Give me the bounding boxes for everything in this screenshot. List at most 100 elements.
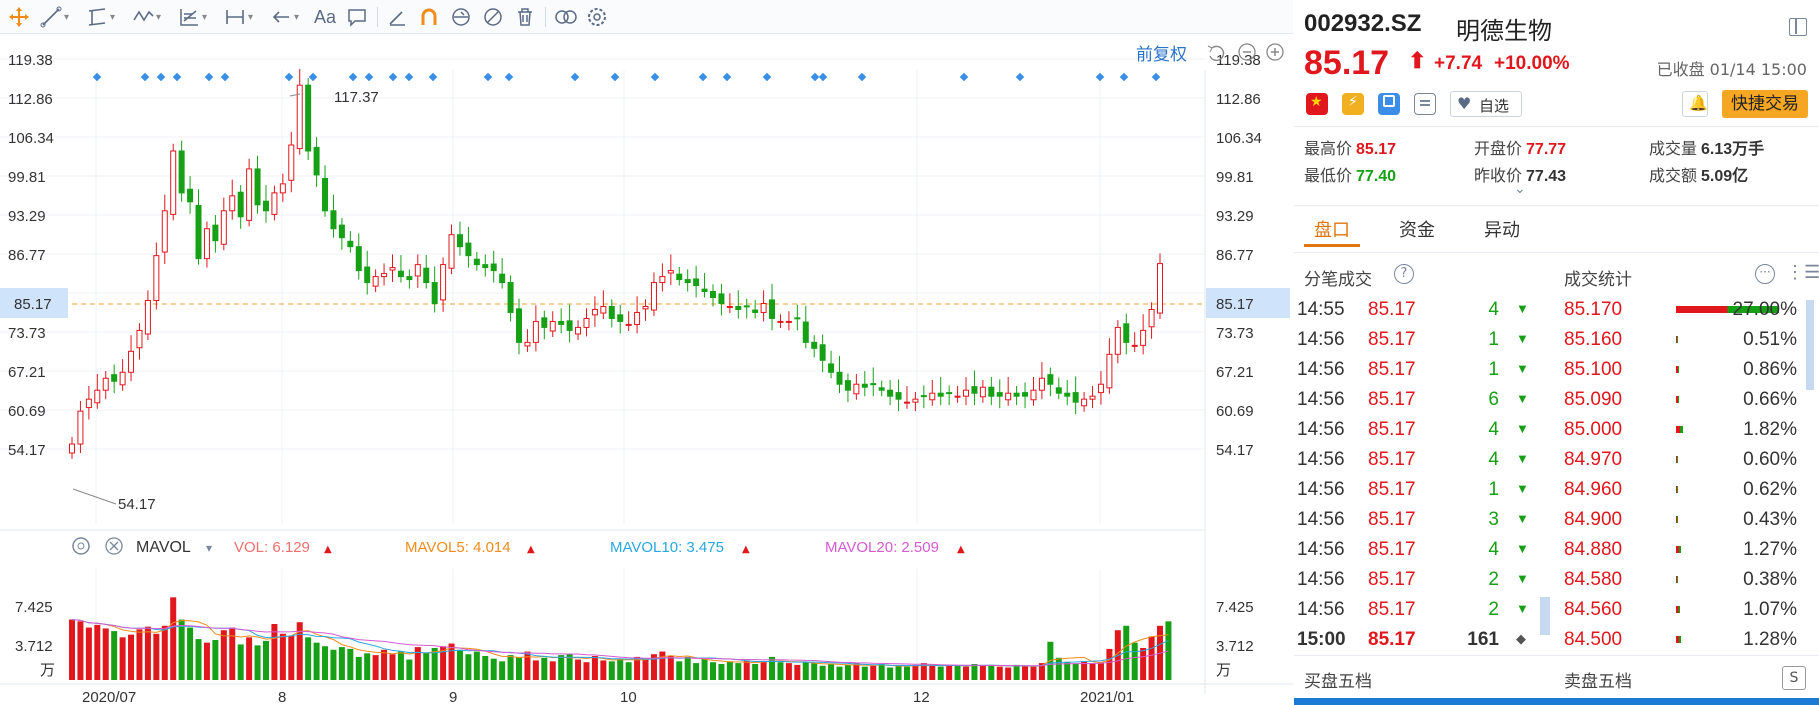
zoom-in-icon[interactable] <box>1266 43 1284 61</box>
sell-arrow-icon: ▼ <box>1516 361 1529 376</box>
indicator-name[interactable]: MAVOL <box>136 539 191 556</box>
stat-pct: 1.07% <box>1743 599 1797 620</box>
volume-bar <box>819 665 826 680</box>
tab-movements[interactable]: 异动 <box>1484 220 1520 241</box>
stat-4: 昨收价 77.43 <box>1474 162 1566 186</box>
volume-bar <box>954 665 961 680</box>
stats-scrollbar[interactable] <box>1806 300 1814 390</box>
pen-icon[interactable] <box>386 6 408 28</box>
lightning-icon[interactable]: ⚡ <box>1342 93 1364 115</box>
hide-icon[interactable] <box>482 6 504 28</box>
volume-bar <box>69 619 75 680</box>
candle <box>271 192 278 215</box>
list-icon[interactable]: ⋮☰ <box>1786 262 1819 282</box>
channel-tool-icon[interactable]: ▾ <box>86 6 115 28</box>
stat-price: 85.160 <box>1564 329 1623 350</box>
indicator-dropdown-icon[interactable]: ▾ <box>206 541 212 555</box>
tab-pankou[interactable]: 盘口 <box>1314 220 1350 241</box>
magnet-icon[interactable] <box>418 6 440 28</box>
candle <box>954 395 961 398</box>
candle <box>473 258 480 266</box>
more-icon[interactable]: ··· <box>1755 264 1775 284</box>
bell-icon[interactable]: 🔔 <box>1682 91 1708 117</box>
volume-bar <box>1089 663 1096 680</box>
candle <box>676 273 683 281</box>
note-icon[interactable] <box>1414 93 1436 115</box>
keyboard-s-icon[interactable]: S <box>1782 666 1806 690</box>
volume-bar <box>600 660 607 680</box>
price-tick: 119.38 <box>8 52 53 69</box>
candle <box>853 383 860 395</box>
candle <box>246 168 253 221</box>
quick-trade-button[interactable]: 快捷交易 <box>1722 90 1808 118</box>
candle <box>119 371 126 386</box>
stat-pct: 27.00% <box>1732 299 1797 320</box>
zoom-out-icon[interactable] <box>1238 43 1256 61</box>
price-tick: 67.21 <box>8 364 46 381</box>
watchlist-button[interactable]: ♥ 自选 <box>1450 91 1522 117</box>
volume-bar <box>718 664 725 680</box>
price-tick-right: 73.73 <box>1216 325 1254 342</box>
volume-bar <box>1005 667 1012 680</box>
indicator-settings-icon[interactable] <box>72 537 90 555</box>
kline-chart[interactable]: 119.38 119.38 112.86 112.86 106.34 106.34 99.8… <box>0 34 1293 705</box>
volume-bar <box>844 664 851 680</box>
candle <box>920 395 927 398</box>
stat-pct: 0.38% <box>1743 569 1797 590</box>
candle <box>347 240 354 248</box>
ma10-value: MAVOL10: 3.475 <box>610 539 724 556</box>
volume-bar <box>836 666 843 680</box>
tab-funds[interactable]: 资金 <box>1399 220 1435 241</box>
candle <box>650 282 657 311</box>
volume-bar <box>802 662 809 680</box>
stat-1: 开盘价 77.77 <box>1474 135 1566 159</box>
candle <box>634 311 641 325</box>
volume-bar <box>920 663 927 680</box>
text-icon[interactable]: Aa <box>314 6 337 27</box>
comment-icon[interactable] <box>346 6 368 28</box>
ma20-up-icon: ▲ <box>957 544 965 555</box>
price-tick: 93.29 <box>8 208 46 225</box>
tick-scrollbar[interactable] <box>1540 597 1550 635</box>
candle <box>937 392 944 397</box>
tick-price: 85.17 <box>1368 389 1416 410</box>
fibonacci-icon[interactable]: ▾ <box>178 6 207 28</box>
wave-tool-icon[interactable]: ▾ <box>132 6 161 28</box>
candle <box>69 443 75 454</box>
volume-bar <box>1097 662 1104 680</box>
stat-price: 84.900 <box>1564 509 1623 530</box>
vol-tick-mid: 3.712 <box>15 638 53 655</box>
stat-price: 85.000 <box>1564 419 1623 440</box>
volume-bar <box>516 656 523 680</box>
reset-icon[interactable] <box>1207 45 1225 62</box>
candle <box>895 392 902 400</box>
tag-icon[interactable] <box>1378 93 1400 115</box>
candles <box>69 69 1163 459</box>
arrow-icon[interactable]: ▾ <box>270 6 299 28</box>
trash-icon[interactable] <box>514 6 536 28</box>
event-marker <box>388 72 398 82</box>
lock-icon[interactable] <box>450 6 472 28</box>
candle <box>583 317 590 328</box>
stat-bar <box>1676 486 1679 493</box>
event-marker <box>428 72 438 82</box>
settings-icon[interactable] <box>586 6 608 28</box>
link-icon[interactable] <box>554 6 578 28</box>
volume-bar <box>322 646 329 680</box>
move-icon[interactable] <box>8 6 30 28</box>
candle <box>617 314 624 322</box>
tick-price: 85.17 <box>1368 509 1416 530</box>
expand-icon[interactable]: ⌄ <box>1514 180 1526 196</box>
volume-bar <box>709 662 716 680</box>
candle <box>600 305 607 314</box>
volume-bar <box>482 656 489 680</box>
china-flag-icon[interactable]: ★ <box>1306 93 1328 115</box>
candle <box>1013 392 1020 397</box>
panel-layout-icon[interactable] <box>1789 18 1807 36</box>
indicator-close-icon[interactable] <box>105 537 123 555</box>
adjust-button[interactable]: 前复权 <box>1136 45 1187 65</box>
tick-price: 85.17 <box>1368 569 1416 590</box>
measure-icon[interactable]: ▾ <box>224 6 253 28</box>
help-icon[interactable]: ? <box>1394 264 1414 284</box>
line-tool-icon[interactable]: ▾ <box>40 6 69 28</box>
